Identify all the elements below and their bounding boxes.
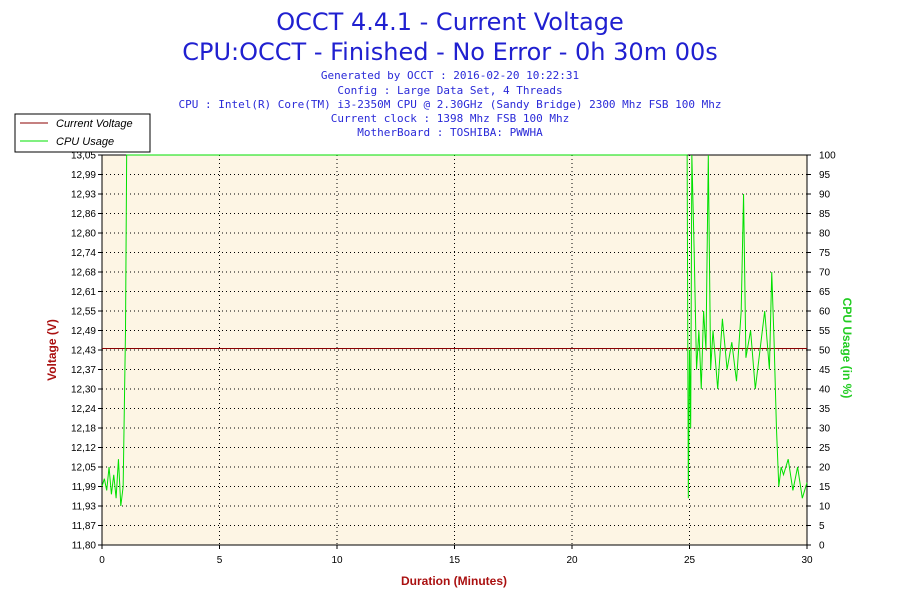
y-axis-left-title: Voltage (V) xyxy=(45,319,59,381)
x-tick-label: 15 xyxy=(449,555,461,566)
legend-label-voltage: Current Voltage xyxy=(56,118,133,130)
series xyxy=(101,154,808,507)
y-left-tick-label: 12,24 xyxy=(71,404,96,415)
y-left-tick-label: 11,99 xyxy=(72,482,97,493)
y-left-tick-label: 11,93 xyxy=(72,502,97,513)
y-left-tick-label: 12,43 xyxy=(71,346,96,357)
y-right-tick-label: 20 xyxy=(819,463,831,474)
info-line-motherboard: MotherBoard : TOSHIBA: PWWHA xyxy=(357,126,543,139)
y-left-tick-label: 13,05 xyxy=(71,151,96,162)
y-left-tick-label: 12,12 xyxy=(71,443,96,454)
y-left-tick-label: 12,74 xyxy=(71,248,96,259)
legend: Current Voltage CPU Usage xyxy=(14,113,151,153)
y-left-tick-label: 11,80 xyxy=(72,541,97,552)
y-left-tick-label: 12,30 xyxy=(71,385,96,396)
y-left-tick-label: 12,49 xyxy=(71,326,96,337)
y-right-tick-label: 15 xyxy=(819,482,831,493)
info-line-config: Config : Large Data Set, 4 Threads xyxy=(337,84,562,97)
y-left-tick-label: 12,99 xyxy=(71,170,96,181)
x-tick-label: 0 xyxy=(99,555,105,566)
legend-label-cpu: CPU Usage xyxy=(56,136,114,148)
y-left-tick-label: 12,61 xyxy=(71,287,96,298)
chart-title: OCCT 4.4.1 - Current Voltage xyxy=(276,8,623,36)
x-tick-label: 5 xyxy=(217,555,223,566)
y-left-tick-label: 12,55 xyxy=(71,307,96,318)
y-right-tick-label: 25 xyxy=(819,443,831,454)
y-right-tick-label: 5 xyxy=(819,521,825,532)
info-line-clock: Current clock : 1398 Mhz FSB 100 Mhz xyxy=(331,112,569,125)
x-tick-label: 20 xyxy=(566,555,578,566)
y-right-tick-label: 95 xyxy=(819,170,831,181)
y-left-tick-label: 12,86 xyxy=(71,209,96,220)
y-left-tick-label: 12,80 xyxy=(71,229,96,240)
legend-box xyxy=(14,113,151,153)
x-tick-label: 30 xyxy=(801,555,813,566)
x-tick-label: 25 xyxy=(684,555,696,566)
series-line-cpu-usage xyxy=(101,154,808,507)
info-line-generated: Generated by OCCT : 2016-02-20 10:22:31 xyxy=(321,69,579,82)
y-axis-left-ticks: 11,80 11,87 11,93 11,99 12,05 12,12 12,18 12,24… xyxy=(71,151,102,552)
x-axis-title: Duration (Minutes) xyxy=(401,574,507,588)
y-right-tick-label: 100 xyxy=(819,151,836,162)
y-right-tick-label: 30 xyxy=(819,424,831,435)
y-right-tick-label: 70 xyxy=(819,268,831,279)
y-right-tick-label: 85 xyxy=(819,209,831,220)
y-axis-right-title: CPU Usage (in %) xyxy=(840,298,854,399)
y-left-tick-label: 12,37 xyxy=(71,365,96,376)
y-right-tick-label: 60 xyxy=(819,307,831,318)
y-right-tick-label: 10 xyxy=(819,502,831,513)
x-tick-label: 10 xyxy=(331,555,343,566)
y-right-tick-label: 40 xyxy=(819,385,831,396)
y-left-tick-label: 12,18 xyxy=(71,424,96,435)
y-right-tick-label: 80 xyxy=(819,229,831,240)
chart-subtitle: CPU:OCCT - Finished - No Error - 0h 30m … xyxy=(182,38,718,66)
info-line-cpu: CPU : Intel(R) Core(TM) i3-2350M CPU @ 2… xyxy=(178,98,721,111)
x-axis-ticks: 0 5 10 15 20 25 30 xyxy=(99,545,813,566)
y-left-tick-label: 11,87 xyxy=(72,521,97,532)
y-right-tick-label: 35 xyxy=(819,404,831,415)
y-right-tick-label: 90 xyxy=(819,190,831,201)
y-right-tick-label: 55 xyxy=(819,326,831,337)
y-right-tick-label: 65 xyxy=(819,287,831,298)
y-axis-right-ticks: 0 5 10 15 20 25 30 35 40 45 50 55 60 65 70 75 80 85 90 95 10… xyxy=(807,151,836,552)
grid xyxy=(102,155,807,545)
y-right-tick-label: 0 xyxy=(819,541,825,552)
y-right-tick-label: 45 xyxy=(819,365,831,376)
y-left-tick-label: 12,93 xyxy=(71,190,96,201)
y-left-tick-label: 12,68 xyxy=(71,268,96,279)
y-left-tick-label: 12,05 xyxy=(71,463,96,474)
y-right-tick-label: 75 xyxy=(819,248,831,259)
y-right-tick-label: 50 xyxy=(819,346,831,357)
